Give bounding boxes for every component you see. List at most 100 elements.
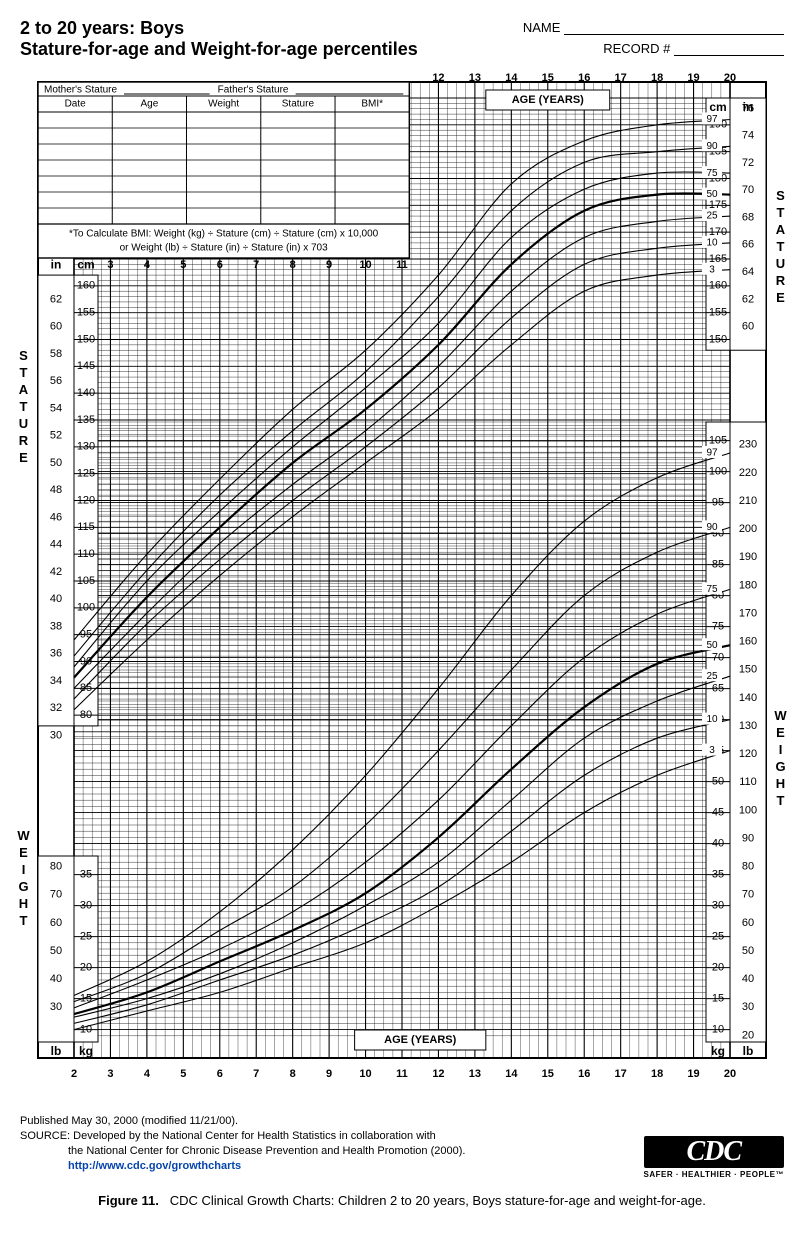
svg-text:30: 30: [50, 1001, 62, 1013]
svg-text:9: 9: [326, 1068, 332, 1080]
svg-text:10: 10: [359, 259, 371, 271]
svg-text:10: 10: [706, 238, 718, 249]
svg-text:130: 130: [739, 720, 757, 732]
svg-text:50: 50: [50, 945, 62, 957]
svg-text:75: 75: [706, 168, 718, 179]
svg-text:60: 60: [742, 321, 754, 333]
page-title-1: 2 to 20 years: Boys: [20, 18, 517, 39]
svg-text:12: 12: [432, 72, 444, 84]
svg-text:AGE (YEARS): AGE (YEARS): [512, 94, 584, 106]
svg-text:kg: kg: [79, 1044, 93, 1058]
svg-text:30: 30: [742, 1001, 754, 1013]
footer-url[interactable]: http://www.cdc.gov/growthcharts: [68, 1160, 241, 1172]
svg-text:10: 10: [359, 1068, 371, 1080]
svg-text:19: 19: [687, 72, 699, 84]
svg-text:90: 90: [706, 141, 718, 152]
footer-src2: the National Center for Chronic Disease …: [20, 1144, 644, 1159]
svg-text:72: 72: [742, 157, 754, 169]
svg-text:18: 18: [651, 1068, 663, 1080]
svg-text:40: 40: [50, 973, 62, 985]
svg-text:80: 80: [50, 861, 62, 873]
svg-text:17: 17: [615, 72, 627, 84]
svg-text:100: 100: [739, 804, 757, 816]
svg-text:54: 54: [50, 402, 62, 414]
svg-text:19: 19: [687, 1068, 699, 1080]
svg-text:44: 44: [50, 539, 62, 551]
svg-text:in: in: [743, 100, 754, 114]
record-field-line[interactable]: [674, 43, 784, 56]
svg-text:lb: lb: [743, 1044, 754, 1058]
cdc-logo: CDC: [644, 1136, 784, 1168]
name-label: NAME: [523, 20, 561, 35]
record-label: RECORD #: [603, 41, 670, 56]
svg-text:70: 70: [50, 889, 62, 901]
svg-text:25: 25: [706, 671, 718, 682]
svg-text:60: 60: [50, 321, 62, 333]
svg-text:5: 5: [180, 259, 186, 271]
svg-text:8: 8: [290, 1068, 296, 1080]
svg-text:Father's Stature: Father's Stature: [218, 85, 289, 96]
svg-text:150: 150: [739, 664, 757, 676]
svg-text:20: 20: [742, 1029, 754, 1041]
svg-text:11: 11: [396, 259, 408, 271]
svg-text:60: 60: [50, 917, 62, 929]
svg-text:Age: Age: [140, 99, 158, 110]
svg-text:74: 74: [742, 130, 754, 142]
cdc-logo-block: CDC SAFER · HEALTHIER · PEOPLE™: [644, 1136, 784, 1179]
svg-text:20: 20: [724, 1068, 736, 1080]
svg-text:7: 7: [253, 1068, 259, 1080]
svg-text:AGE (YEARS): AGE (YEARS): [384, 1034, 456, 1046]
svg-text:68: 68: [742, 211, 754, 223]
svg-text:10: 10: [706, 714, 718, 725]
svg-text:3: 3: [709, 264, 715, 275]
svg-text:90: 90: [706, 522, 718, 533]
svg-text:3: 3: [709, 745, 715, 756]
svg-text:60: 60: [742, 917, 754, 929]
svg-text:38: 38: [50, 620, 62, 632]
svg-text:90: 90: [742, 832, 754, 844]
svg-text:200: 200: [739, 523, 757, 535]
svg-text:5: 5: [180, 1068, 186, 1080]
svg-text:18: 18: [651, 72, 663, 84]
figure-text: CDC Clinical Growth Charts: Children 2 t…: [170, 1193, 706, 1208]
svg-text:170: 170: [739, 607, 757, 619]
svg-text:Weight: Weight: [208, 99, 239, 110]
svg-text:BMI*: BMI*: [361, 99, 383, 110]
svg-text:6: 6: [217, 259, 223, 271]
svg-text:210: 210: [739, 495, 757, 507]
page-title-2: Stature-for-age and Weight-for-age perce…: [20, 39, 517, 60]
figure-number: Figure 11.: [98, 1193, 159, 1208]
footer-pub: Published May 30, 2000 (modified 11/21/0…: [20, 1114, 644, 1129]
svg-text:25: 25: [706, 211, 718, 222]
svg-text:97: 97: [706, 448, 718, 459]
svg-text:36: 36: [50, 648, 62, 660]
footer-text: Published May 30, 2000 (modified 11/21/0…: [20, 1114, 644, 1173]
svg-text:16: 16: [578, 72, 590, 84]
svg-text:8: 8: [290, 259, 296, 271]
svg-text:or Weight (lb) ÷ Stature (in): or Weight (lb) ÷ Stature (in) ÷ Stature …: [120, 243, 329, 254]
svg-text:80: 80: [742, 861, 754, 873]
svg-text:3: 3: [107, 1068, 113, 1080]
svg-text:15: 15: [542, 72, 554, 84]
svg-text:97: 97: [706, 114, 718, 125]
svg-text:58: 58: [50, 348, 62, 360]
svg-text:140: 140: [739, 692, 757, 704]
svg-text:220: 220: [739, 467, 757, 479]
svg-text:kg: kg: [711, 1044, 725, 1058]
svg-text:14: 14: [505, 72, 518, 84]
svg-text:lb: lb: [51, 1044, 62, 1058]
svg-text:56: 56: [50, 375, 62, 387]
svg-text:15: 15: [542, 1068, 554, 1080]
svg-text:42: 42: [50, 566, 62, 578]
svg-text:46: 46: [50, 511, 62, 523]
svg-text:75: 75: [706, 584, 718, 595]
svg-text:62: 62: [50, 293, 62, 305]
svg-text:180: 180: [739, 579, 757, 591]
name-field-line[interactable]: [564, 22, 784, 35]
svg-text:Mother's Stature: Mother's Stature: [44, 85, 117, 96]
svg-text:230: 230: [739, 439, 757, 451]
svg-text:Date: Date: [65, 99, 87, 110]
svg-text:50: 50: [742, 945, 754, 957]
svg-text:190: 190: [739, 551, 757, 563]
svg-text:70: 70: [742, 184, 754, 196]
